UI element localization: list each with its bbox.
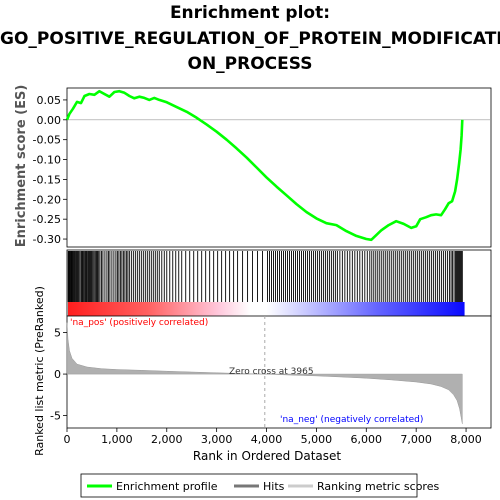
x-tick-label: 5,000 (301, 433, 333, 446)
es-y-tick-label: -0.20 (33, 193, 61, 206)
ranking-metric-area (66, 322, 463, 424)
es-y-tick-label: -0.05 (33, 134, 61, 147)
enrichment-profile-line (65, 89, 464, 242)
es-y-tick-label: -0.10 (33, 154, 61, 167)
title-line-3: ON_PROCESS (187, 54, 313, 74)
x-tick-label: 3,000 (201, 433, 233, 446)
x-tick-label: 8,000 (450, 433, 482, 446)
legend-hits-label: Hits (263, 480, 285, 493)
metric-y-label: Ranked list metric (PreRanked) (33, 286, 46, 456)
metric-y-tick-label: 5 (54, 327, 61, 340)
neg-annotation: 'na_neg' (negatively correlated) (280, 415, 423, 425)
x-tick-label: 0 (64, 433, 71, 446)
pos-annotation: 'na_pos' (positively correlated) (70, 318, 208, 328)
x-axis-label: Rank in Ordered Dataset (193, 449, 341, 463)
es-plot-frame (66, 87, 492, 248)
x-tick-label: 4,000 (251, 433, 283, 446)
metric-y-tick-label: -5 (50, 410, 61, 423)
legend-es-label: Enrichment profile (116, 480, 218, 493)
x-tick-label: 2,000 (151, 433, 183, 446)
es-y-label: Enrichment score (ES) (14, 85, 29, 248)
title-line-1: Enrichment plot: (169, 3, 331, 23)
x-tick-label: 1,000 (101, 433, 133, 446)
title-line-2: GO_POSITIVE_REGULATION_OF_PROTEIN_MODIFI… (0, 29, 500, 49)
es-y-tick-label: -0.30 (33, 233, 61, 246)
es-y-tick-label: 0.05 (37, 94, 62, 107)
zero-cross-annotation: Zero cross at 3965 (229, 367, 314, 377)
x-tick-label: 7,000 (400, 433, 432, 446)
rank-color-bar (68, 302, 465, 316)
x-tick-label: 6,000 (351, 433, 383, 446)
es-y-tick-label: -0.15 (33, 173, 61, 186)
es-y-tick-label: -0.25 (33, 213, 61, 226)
legend: Enrichment profile Hits Ranking metric s… (80, 473, 439, 498)
legend-metric-label: Ranking metric scores (317, 480, 439, 493)
es-y-tick-label: 0.00 (37, 114, 62, 127)
metric-y-tick-label: 0 (54, 368, 61, 381)
